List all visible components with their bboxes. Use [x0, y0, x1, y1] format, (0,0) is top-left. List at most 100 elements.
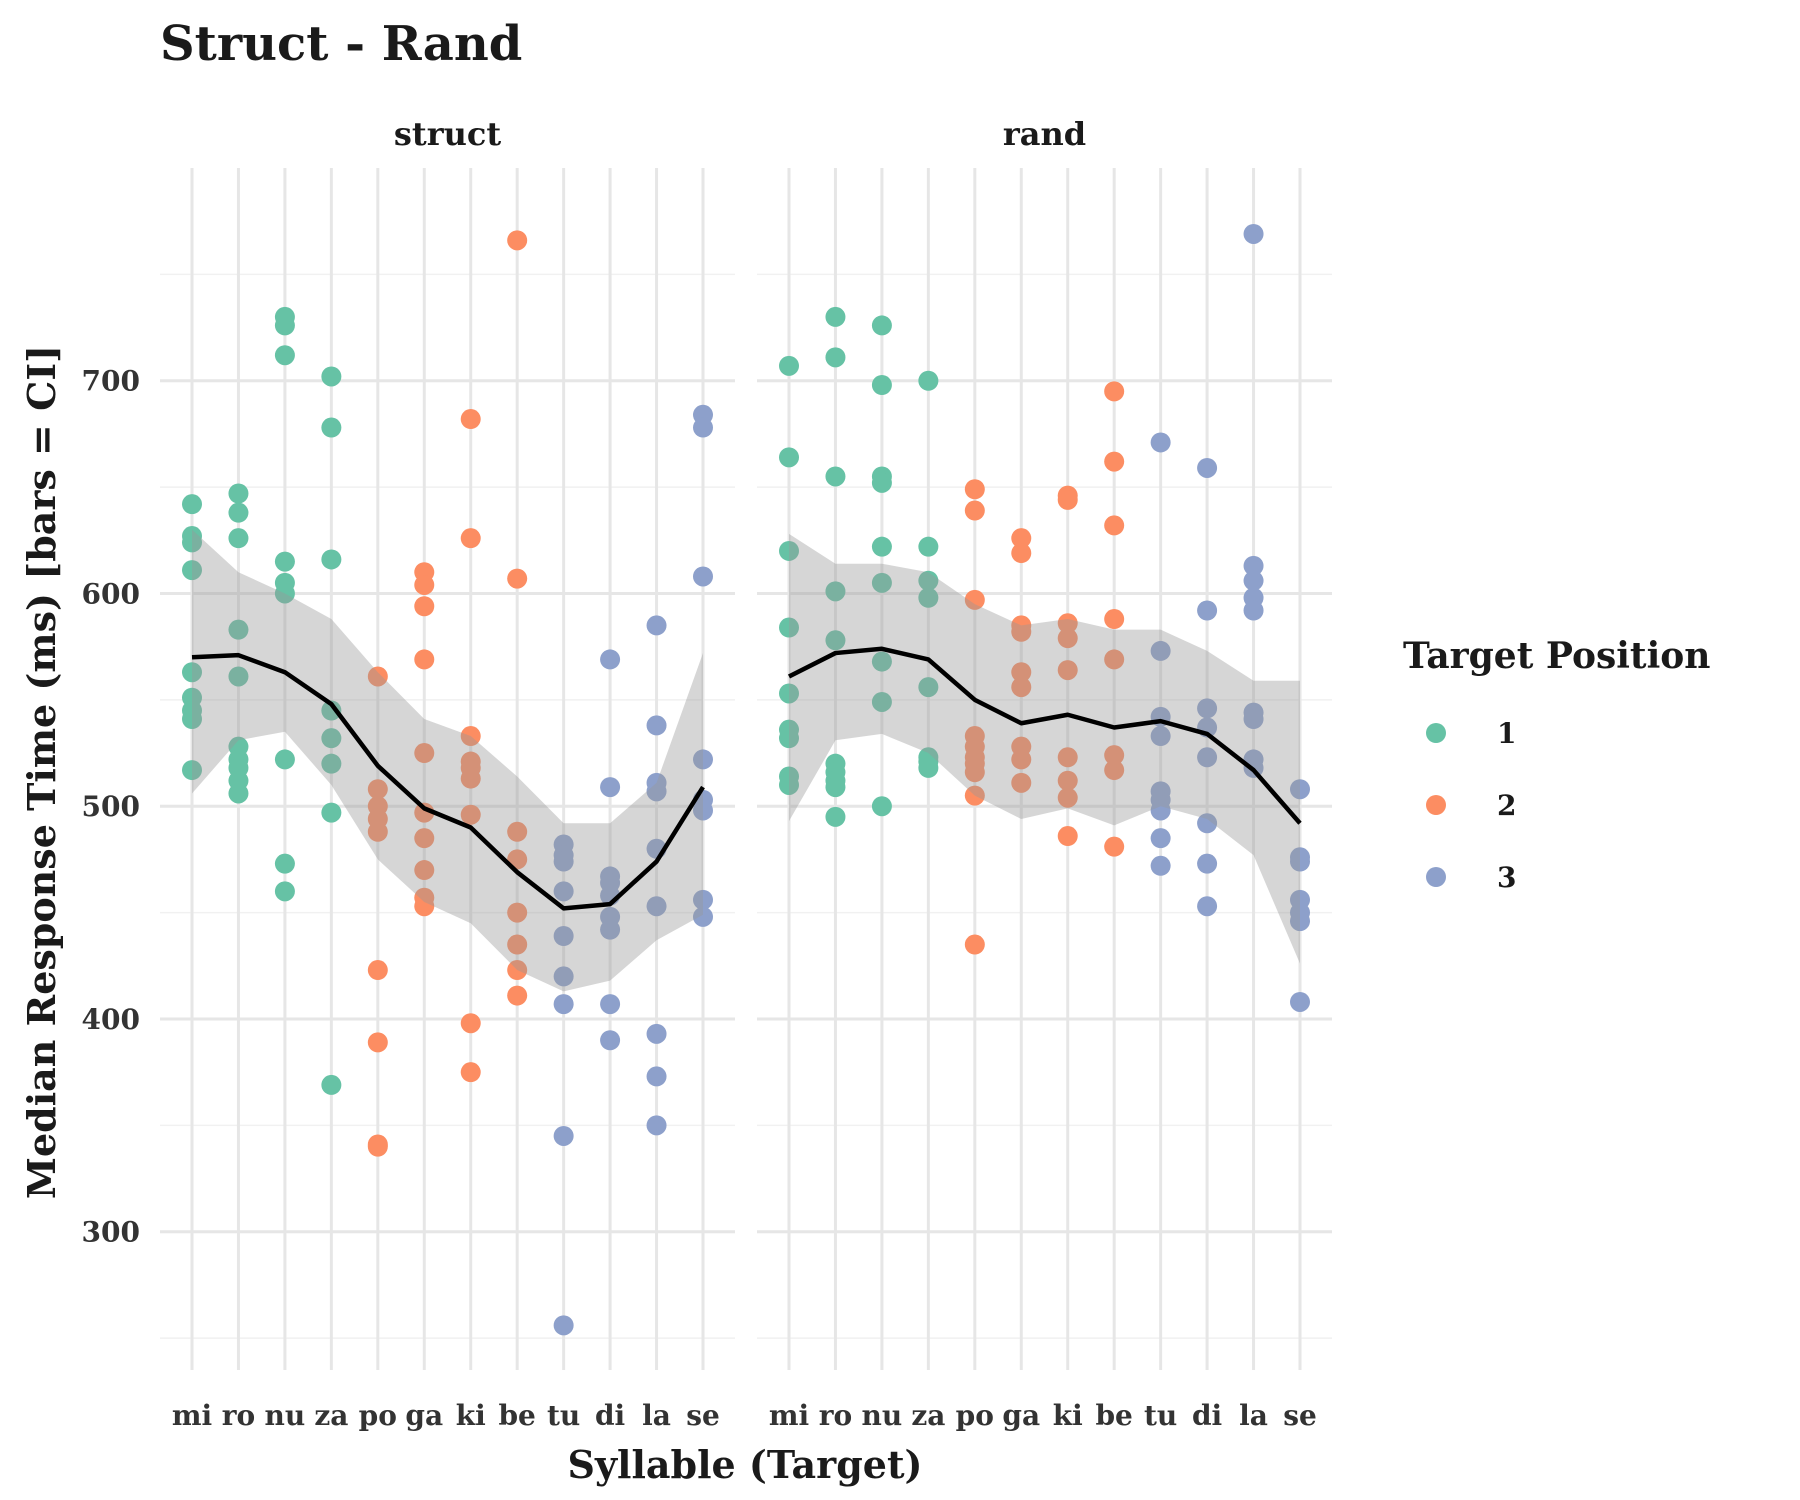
data-point: [1057, 787, 1078, 808]
strip-label-struct: struct: [394, 115, 501, 153]
data-point: [274, 551, 295, 572]
data-point: [321, 417, 342, 438]
data-point: [321, 728, 342, 749]
data-point: [228, 619, 249, 640]
data-point: [1243, 555, 1264, 576]
data-point: [871, 691, 892, 712]
data-point: [1011, 749, 1032, 770]
data-point: [1104, 451, 1125, 472]
x-tick-label: se: [1283, 1399, 1317, 1432]
data-point: [414, 743, 435, 764]
data-point: [1197, 747, 1218, 768]
data-point: [1057, 613, 1078, 634]
panel-struct: struct mi ro nu za po ga ki be tu di la se 300 400 500 6…: [82, 115, 735, 1432]
data-point: [918, 570, 939, 591]
data-point: [553, 966, 574, 987]
data-point: [228, 502, 249, 523]
data-point: [779, 683, 799, 704]
x-tick-label: se: [686, 1399, 720, 1432]
data-point: [321, 549, 342, 570]
data-point: [1011, 621, 1032, 642]
legend-swatch: [1426, 867, 1446, 887]
data-point: [507, 902, 528, 923]
data-point: [507, 568, 528, 589]
x-tick-label: ki: [456, 1399, 486, 1432]
data-point: [274, 345, 295, 366]
data-point: [182, 532, 202, 553]
data-point: [182, 662, 202, 683]
data-point: [1104, 745, 1125, 766]
y-tick-label: 300: [82, 1216, 140, 1249]
data-point: [1057, 826, 1078, 847]
data-point: [553, 851, 574, 872]
data-point: [460, 804, 481, 825]
data-point: [274, 583, 295, 604]
data-point: [964, 934, 985, 955]
data-point: [1104, 609, 1125, 630]
data-point: [918, 757, 939, 778]
data-point: [321, 753, 342, 774]
data-point: [825, 581, 846, 602]
data-point: [460, 1013, 481, 1034]
x-tick-label: nu: [862, 1399, 903, 1432]
strip-label-rand: rand: [1003, 115, 1086, 153]
data-point: [460, 1062, 481, 1083]
data-point: [182, 560, 202, 581]
data-point: [1150, 726, 1171, 747]
data-point: [553, 1125, 574, 1146]
x-tick-label: di: [1192, 1399, 1222, 1432]
legend-label: 2: [1497, 789, 1516, 822]
data-point: [964, 500, 985, 521]
data-point: [1011, 528, 1032, 549]
legend: Target Position 1 2 3: [1403, 635, 1710, 894]
data-point: [1197, 457, 1218, 478]
data-point: [646, 615, 667, 636]
data-point: [1011, 543, 1032, 564]
data-point: [553, 881, 574, 902]
data-point: [228, 483, 249, 504]
data-point: [1057, 628, 1078, 649]
x-tick-label: tu: [547, 1399, 580, 1432]
data-point: [553, 1315, 574, 1336]
panel-rand: rand mi ro nu za po ga ki be tu di la se: [757, 115, 1332, 1432]
data-point: [1011, 772, 1032, 793]
data-point: [918, 536, 939, 557]
x-tick-label: ro: [222, 1399, 255, 1432]
legend-swatch: [1426, 723, 1446, 743]
x-tick-label: ga: [1002, 1399, 1040, 1432]
data-point: [553, 994, 574, 1015]
data-point: [274, 315, 295, 336]
data-point: [460, 768, 481, 789]
x-tick-label: di: [595, 1399, 625, 1432]
data-point: [871, 572, 892, 593]
x-tick-label: be: [1095, 1399, 1132, 1432]
data-point: [779, 728, 799, 749]
data-point: [918, 587, 939, 608]
data-point: [182, 494, 202, 515]
data-point: [274, 881, 295, 902]
data-point: [1011, 662, 1032, 683]
data-point: [825, 347, 846, 368]
x-tick-label: be: [498, 1399, 535, 1432]
data-point: [414, 574, 435, 595]
data-point: [1057, 489, 1078, 510]
legend-label: 3: [1497, 861, 1516, 894]
data-point: [1104, 760, 1125, 781]
data-point: [367, 821, 388, 842]
data-point: [1057, 660, 1078, 681]
data-point: [646, 1066, 667, 1087]
data-point: [1243, 709, 1264, 730]
data-point: [1290, 911, 1310, 932]
legend-label: 1: [1497, 717, 1516, 750]
data-point: [414, 649, 435, 670]
data-point: [182, 709, 202, 730]
data-point: [693, 566, 713, 587]
x-tick-label: za: [314, 1399, 348, 1432]
x-tick-label: po: [956, 1399, 994, 1432]
x-tick-label: la: [642, 1399, 671, 1432]
data-point: [1197, 698, 1218, 719]
x-tick-label: mi: [172, 1399, 212, 1432]
y-tick-label: 500: [82, 790, 140, 823]
data-point: [964, 589, 985, 610]
